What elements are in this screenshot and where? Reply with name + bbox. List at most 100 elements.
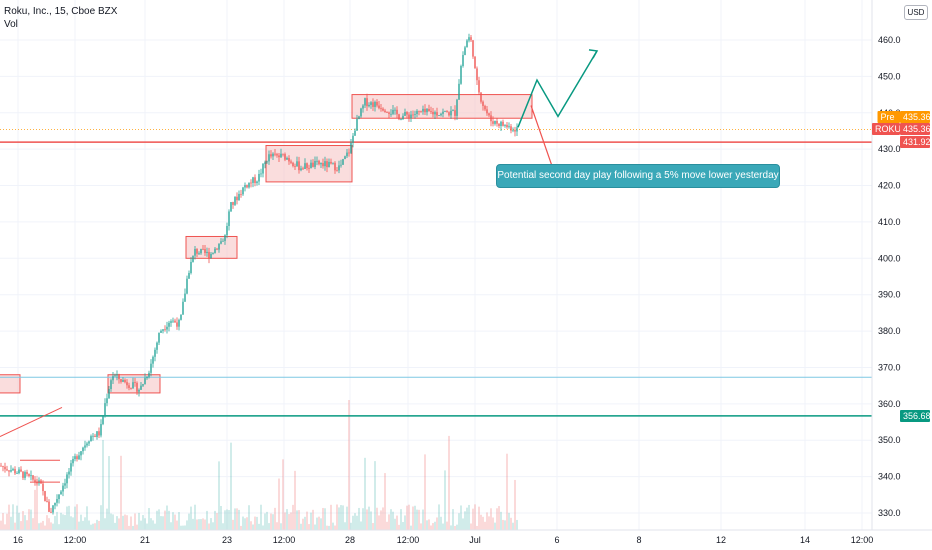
candle-body [442,111,444,114]
candle-body [258,173,260,182]
candle-body [456,99,458,116]
candle-body [20,469,22,472]
candle-body [398,114,400,120]
candle-body [466,40,468,48]
candle-body [136,382,138,392]
volume-bar [218,461,220,530]
volume-bar [372,523,374,530]
volume-bar [478,506,480,530]
volume-bar [504,520,506,530]
volume-bar [284,512,286,530]
volume-bar [408,504,410,530]
candle-body [322,163,324,167]
volume-bar [460,505,462,530]
x-axis[interactable]: 16 12:00 21 23 12:00 28 12:00 Jul 6 8 12 14 12:00 [13,535,873,545]
y-axis[interactable]: 330.0 340.0 350.0 360.0 370.0 380.0 390.0 400.0… [878,35,901,518]
candle-body [108,389,110,399]
volume-bar [86,506,88,530]
volume-bar [150,518,152,530]
volume-bar [410,525,412,530]
candle-body [152,356,154,364]
volume-bar [268,523,270,530]
candle-body [340,164,342,166]
volume-bar [204,519,206,530]
volume-bar [466,507,468,530]
candle-body [246,185,248,188]
volume-bar [102,440,104,530]
volume-bar [104,518,106,530]
candle-body [416,110,418,115]
candle-body [190,261,192,274]
candle-body [232,202,234,205]
volume-bar [380,510,382,530]
volume-bar [46,515,48,530]
candle-body [386,112,388,113]
candle-body [216,248,218,250]
candle-body [324,161,326,167]
candle-body [88,441,90,444]
volume-bar [198,519,200,530]
candle-body [266,161,268,163]
price-tag-value: 435.36 [903,112,931,122]
price-tag-bg [900,111,930,123]
candle-body [252,177,254,183]
volume-bar [396,515,398,530]
volume-bar [134,513,136,530]
volume-bar [254,516,256,530]
candle-body [306,163,308,169]
volume-bar [192,518,194,530]
currency-button[interactable]: USD [904,5,928,20]
candle-body [34,479,36,483]
candle-body [188,273,190,279]
volume-bar [370,511,372,530]
volume-bar [110,513,112,530]
volume-bar [132,525,134,530]
candle-body [206,251,208,253]
volume-bar [90,524,92,530]
candle-body [296,161,298,167]
volume-bar [94,523,96,530]
volume-bar [108,456,110,530]
volume-bar [62,514,64,530]
candle-body [52,505,54,513]
volume-bar [6,513,8,530]
volume-bar [362,508,364,530]
volume-bar [450,525,452,530]
volume-bar [196,519,198,530]
candle-body [26,472,28,475]
volume-bar [494,522,496,530]
candle-body [502,121,504,126]
candle-body [250,182,252,184]
volume-bar [482,516,484,530]
x-tick-label: Jul [469,535,481,545]
volume-bar [510,517,512,530]
volume-bar [36,475,38,530]
volume-bar [432,523,434,530]
price-tag-bg [900,410,930,422]
volume-bar [152,520,154,530]
candle-body [54,502,56,506]
candle-body [6,469,8,471]
volume-bar [136,524,138,530]
candle-body [140,385,142,390]
volume-bar [350,522,352,530]
volume-bar [176,520,178,530]
volume-bar [452,509,454,530]
candle-body [68,471,70,475]
x-tick-label: 12:00 [64,535,87,545]
candle-body [164,329,166,331]
volume-bar [246,517,248,530]
volume-bar [458,513,460,530]
candle-body [10,470,12,472]
volume-bar [190,506,192,530]
y-tick-label: 340.0 [878,472,901,482]
annotation-callout[interactable]: Potential second day play following a 5%… [496,164,780,188]
candle-body [120,379,122,382]
volume-bar [26,520,28,530]
volume-bar [310,512,312,530]
volume-indicator-label[interactable]: Vol [4,19,18,30]
candle-body [374,101,376,107]
candle-body [158,332,160,343]
candle-body [372,102,374,107]
